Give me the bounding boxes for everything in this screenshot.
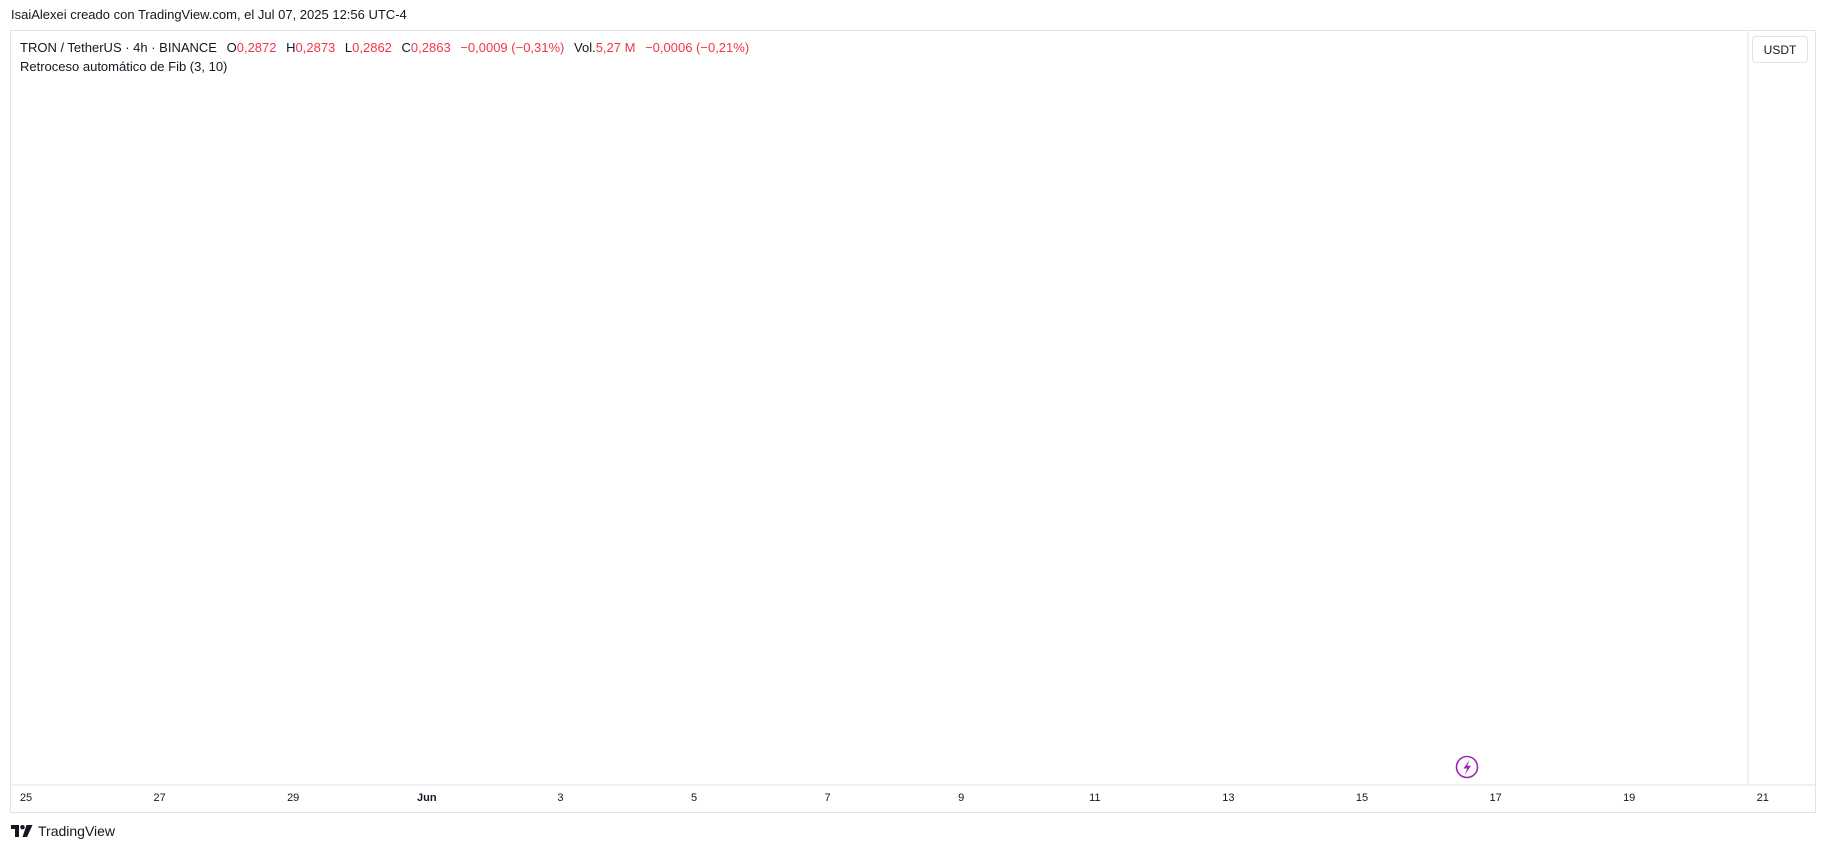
time-axis-label: Jun	[417, 792, 437, 804]
chart-attribution: IsaiAlexei creado con TradingView.com, e…	[11, 7, 407, 22]
close-value: 0,2863	[410, 40, 451, 55]
time-axis-label: 25	[20, 792, 32, 804]
volume-label: Vol.	[574, 40, 596, 55]
symbol-title[interactable]: TRON / TetherUS · 4h · BINANCE	[20, 40, 217, 55]
high-label: H	[286, 40, 296, 55]
tradingview-icon	[11, 825, 33, 837]
currency-button[interactable]: USDT	[1752, 36, 1808, 63]
time-axis-label: 9	[958, 792, 964, 804]
time-axis-label: 5	[691, 792, 697, 804]
volume-value: 5,27 M	[595, 40, 636, 55]
volume-change-value: −0,0006 (−0,21%)	[645, 40, 750, 55]
low-label: L	[344, 40, 353, 55]
time-axis-label: 11	[1089, 792, 1100, 804]
ohlc-row: TRON / TetherUS · 4h · BINANCE O0,2872 H…	[20, 38, 749, 57]
chart-legend: TRON / TetherUS · 4h · BINANCE O0,2872 H…	[20, 38, 749, 76]
open-label: O	[226, 40, 237, 55]
open-value: 0,2872	[236, 40, 277, 55]
lightning-icon[interactable]	[1455, 755, 1479, 779]
close-label: C	[401, 40, 411, 55]
time-axis-label: 21	[1757, 792, 1769, 804]
time-axis-label: 27	[153, 792, 165, 804]
chart-frame	[10, 30, 1816, 813]
time-axis-label: 7	[825, 792, 831, 804]
low-value: 0,2862	[352, 40, 392, 55]
change-value: −0,0009 (−0,31%)	[460, 40, 565, 55]
time-axis-label: 3	[557, 792, 563, 804]
time-axis-label: 19	[1623, 792, 1635, 804]
high-value: 0,2873	[295, 40, 336, 55]
time-axis-label: 17	[1489, 792, 1501, 804]
brand-name: TradingView	[38, 823, 116, 839]
indicator-title[interactable]: Retroceso automático de Fib (3, 10)	[20, 59, 228, 74]
time-axis-label: 13	[1222, 792, 1234, 804]
time-axis-label: 15	[1356, 792, 1368, 804]
time-axis-label: 29	[287, 792, 299, 804]
tradingview-logo[interactable]: TradingView	[11, 823, 115, 839]
